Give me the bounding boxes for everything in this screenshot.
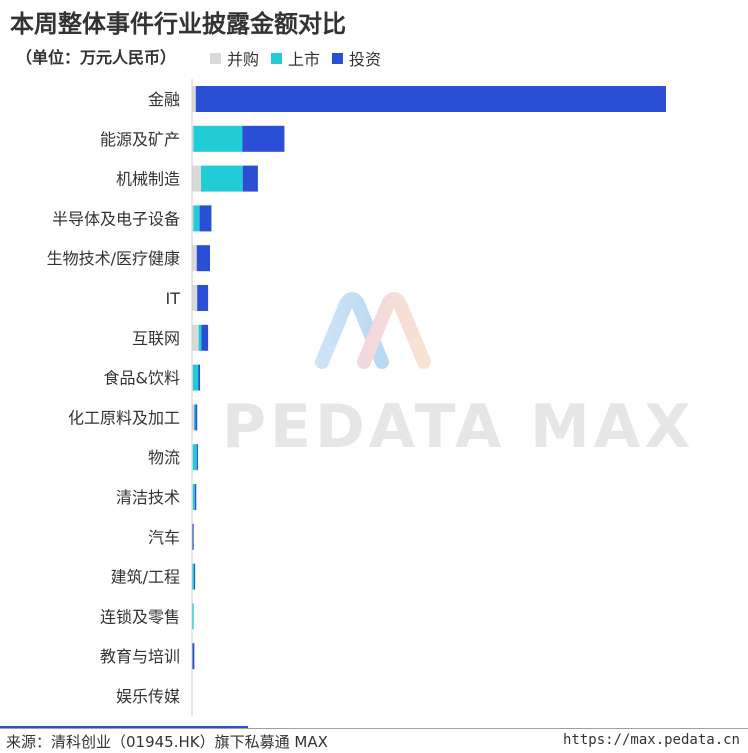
category-label: 汽车 bbox=[148, 528, 180, 547]
category-label: 半导体及电子设备 bbox=[52, 209, 180, 228]
bar-segment bbox=[192, 563, 194, 590]
bar-segment bbox=[192, 86, 196, 112]
bar-segment bbox=[195, 86, 667, 112]
bar-segment bbox=[193, 404, 196, 431]
category-label: 教育与培训 bbox=[100, 647, 180, 666]
bar-segment bbox=[198, 324, 202, 351]
category-label: 生物技术/医疗健康 bbox=[47, 249, 180, 268]
bar-segment bbox=[192, 404, 194, 431]
bar-segment bbox=[192, 643, 195, 670]
category-label: 互联网 bbox=[132, 329, 180, 348]
category-label: 机械制造 bbox=[116, 170, 180, 189]
bar-segment bbox=[193, 205, 200, 232]
category-label: 清洁技术 bbox=[116, 488, 180, 507]
legend-item-mna: 并购 bbox=[210, 46, 259, 70]
bar-segment bbox=[192, 165, 202, 192]
legend-label-mna: 并购 bbox=[227, 50, 260, 69]
bar-segment bbox=[192, 484, 195, 510]
bar-segment bbox=[192, 324, 199, 351]
bar-segment bbox=[242, 165, 258, 192]
footer-accent-bar bbox=[0, 726, 248, 729]
legend-swatch-ipo bbox=[271, 52, 283, 64]
legend-item-ipo: 上市 bbox=[271, 46, 320, 70]
category-label: 能源及矿产 bbox=[100, 130, 180, 149]
bar-segment bbox=[192, 603, 194, 630]
chart-title: 本周整体事件行业披露金额对比 bbox=[10, 10, 346, 38]
legend-item-investment: 投资 bbox=[332, 46, 381, 70]
category-label: 连锁及零售 bbox=[100, 607, 180, 626]
legend-swatch-mna bbox=[210, 52, 221, 64]
bar-segment bbox=[199, 205, 212, 232]
legend: 并购 上市 投资 bbox=[210, 46, 393, 70]
bar-segment bbox=[198, 364, 201, 391]
legend-swatch-investment bbox=[332, 52, 344, 64]
bar-segment bbox=[192, 484, 194, 510]
unit-label: （单位：万元人民币） bbox=[16, 48, 177, 67]
footer-divider bbox=[0, 728, 748, 729]
bar-segment bbox=[192, 523, 194, 550]
bar-segment bbox=[193, 125, 243, 152]
bar-segment bbox=[197, 285, 209, 311]
bar-segment bbox=[201, 324, 209, 351]
bar-segment bbox=[196, 444, 198, 471]
bar-segment bbox=[192, 285, 198, 311]
category-label: 物流 bbox=[148, 448, 180, 467]
bar-segment bbox=[194, 484, 197, 510]
category-label: 娱乐传媒 bbox=[116, 687, 180, 706]
bar-segment bbox=[242, 125, 285, 152]
bar-segment bbox=[195, 404, 198, 431]
footer-url: https://max.pedata.cn bbox=[562, 732, 740, 748]
legend-label-ipo: 上市 bbox=[288, 50, 321, 69]
footer-source: 来源：清科创业（01945.HK）旗下私募通 MAX bbox=[6, 733, 328, 751]
bar-segment bbox=[192, 444, 194, 471]
bar-segment bbox=[193, 563, 196, 590]
category-label: 化工原料及加工 bbox=[68, 408, 180, 427]
bar-segment bbox=[192, 125, 194, 152]
bar-segment bbox=[192, 444, 197, 471]
category-label: 建筑/工程 bbox=[111, 568, 180, 587]
bar-segment bbox=[192, 364, 194, 391]
category-label: 食品&饮料 bbox=[104, 369, 180, 388]
bar-segment bbox=[192, 205, 194, 232]
bar-segment bbox=[196, 245, 211, 272]
bar-segment bbox=[201, 165, 243, 192]
bar-segment bbox=[192, 364, 199, 391]
category-label: IT bbox=[166, 289, 181, 308]
category-label: 金融 bbox=[148, 90, 180, 109]
bar-segment bbox=[192, 245, 197, 272]
legend-label-investment: 投资 bbox=[349, 50, 382, 69]
